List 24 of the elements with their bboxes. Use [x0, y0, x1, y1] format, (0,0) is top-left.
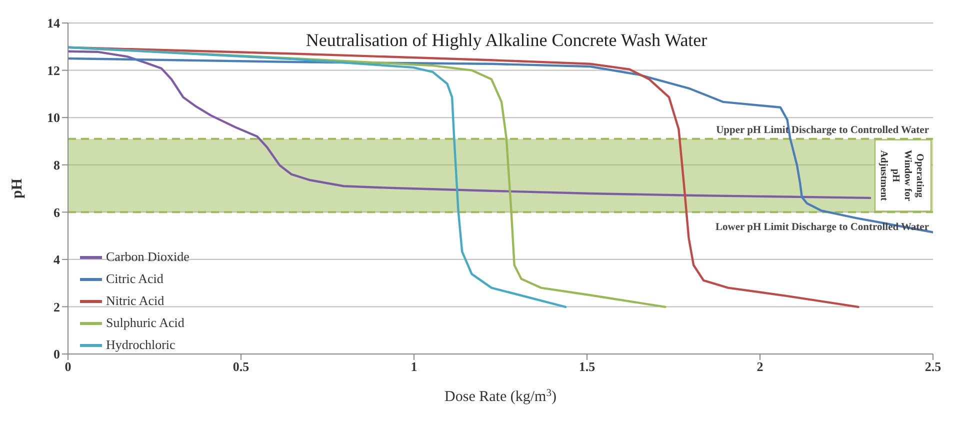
y-tick-label: 10 — [47, 110, 60, 126]
x-tick-label: 0 — [64, 359, 72, 374]
y-tick-label: 12 — [47, 62, 60, 78]
y-tick-label: 2 — [54, 299, 60, 314]
x-tick-label: 2.5 — [924, 359, 942, 374]
x-tick-label: 0.5 — [232, 359, 250, 374]
line-series — [68, 57, 933, 234]
chart-title: Neutralisation of Highly Alkaline Concrete Wash Water — [304, 30, 708, 51]
legend-label: Hydrochloric — [106, 336, 176, 354]
x-tick-label: 1 — [410, 359, 418, 374]
x-tick-label: 2 — [756, 359, 764, 374]
legend-label: Carbon Dioxide — [106, 248, 190, 266]
legend-label: Sulphuric Acid — [106, 314, 184, 332]
y-axis-title: pH — [9, 178, 26, 199]
y-tick-label: 6 — [54, 204, 60, 220]
x-tick-label: 1.5 — [578, 359, 596, 374]
band-label: Operating Window for pH Adjustment — [878, 150, 925, 202]
x-axis-title: Dose Rate (kg/m$^{3}$) — [444, 388, 556, 405]
y-tick-label: 8 — [54, 157, 60, 172]
y-tick-label: 14 — [47, 16, 60, 31]
legend-label: Nitric Acid — [106, 292, 164, 310]
y-tick-label: 4 — [54, 252, 60, 268]
legend-label: Citric Acid — [106, 270, 164, 288]
y-tick-label: 0 — [54, 346, 60, 362]
